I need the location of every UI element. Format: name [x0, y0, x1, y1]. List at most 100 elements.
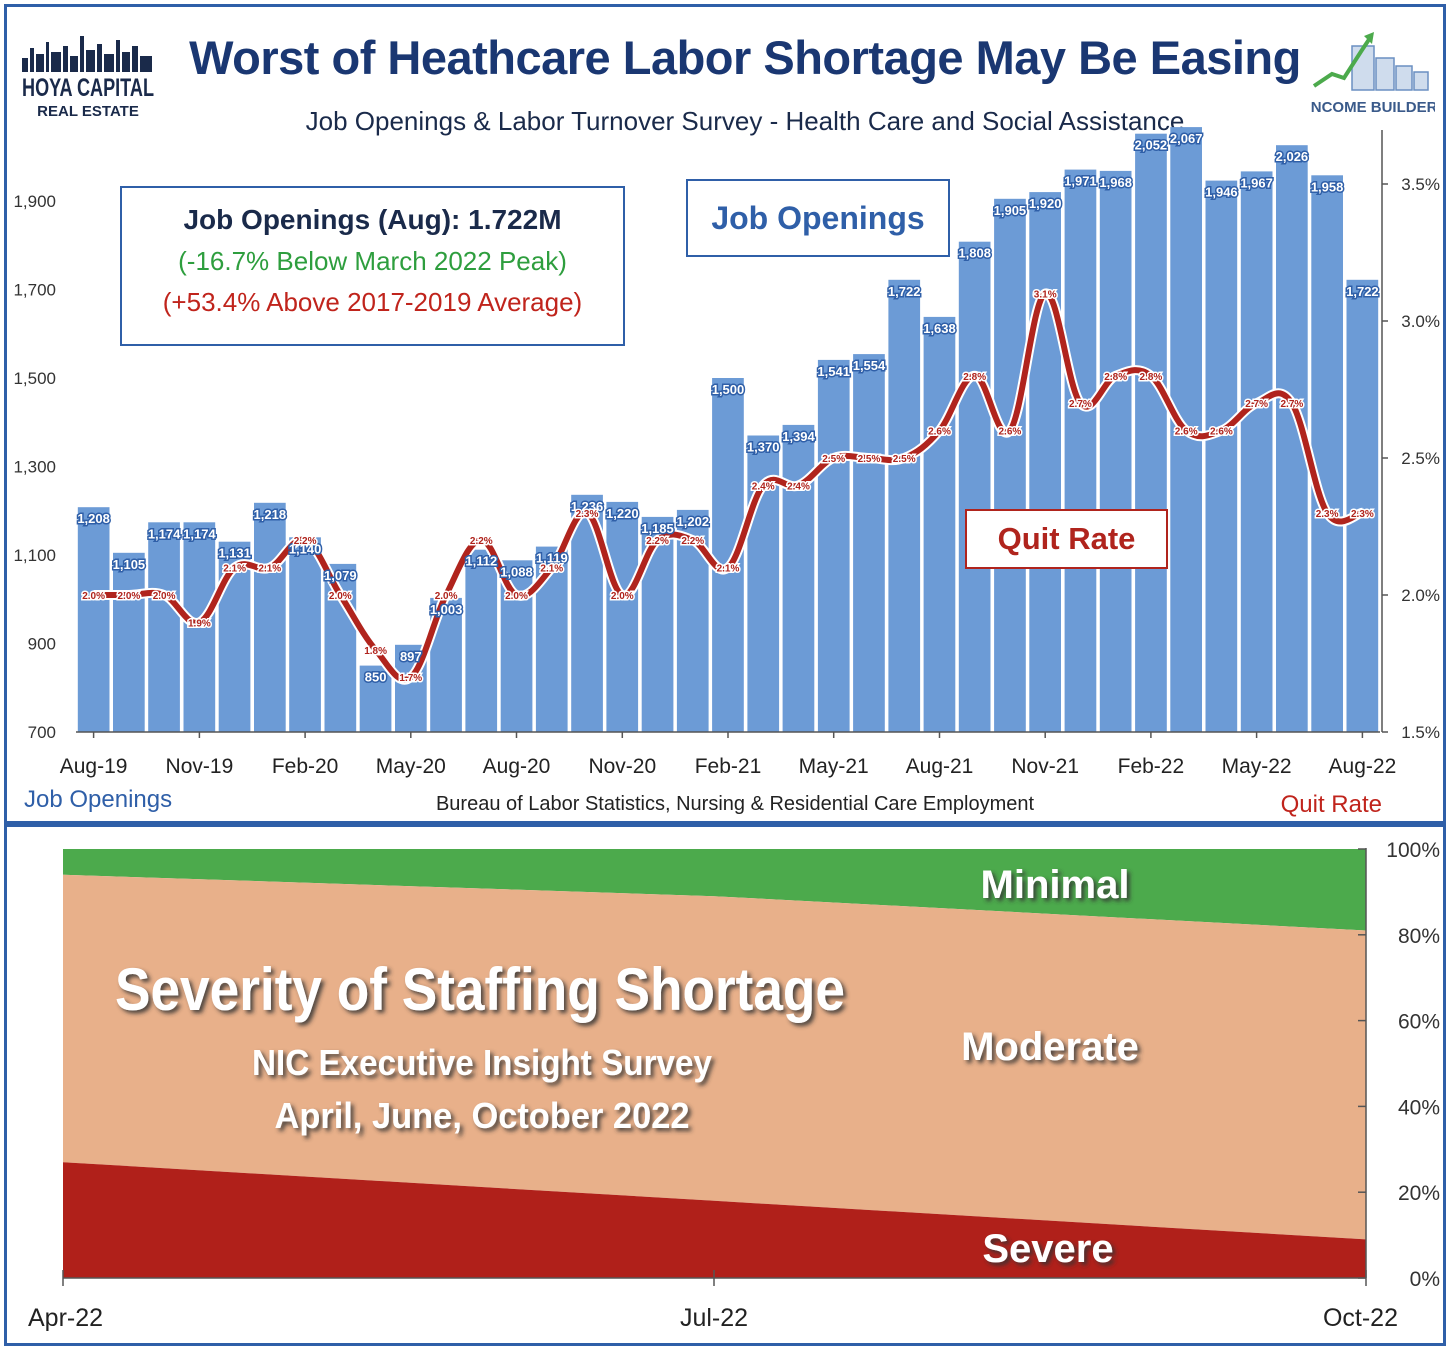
logo-right-text: INCOME BUILDER: [1310, 99, 1435, 116]
job-openings-bar: [289, 537, 321, 732]
quit-rate-data-label: 2.8%: [1104, 372, 1127, 383]
job-openings-bar: [606, 501, 639, 732]
job-openings-bar: [1029, 192, 1061, 733]
logo-left-line2: REAL ESTATE: [37, 103, 139, 120]
job-openings-data-label: 1,946: [1205, 185, 1238, 200]
job-openings-bar: [1064, 169, 1097, 733]
job-openings-bar: [888, 279, 921, 732]
area-minimal: [63, 849, 1366, 931]
quit-rate-data-label: 2.6%: [999, 427, 1022, 438]
job-openings-data-label: 1,920: [1029, 196, 1062, 211]
job-openings-data-label: 1,202: [677, 514, 710, 529]
quit-rate-data-label: 2.8%: [1140, 372, 1163, 383]
y-tick-label-left: 1,300: [13, 458, 56, 477]
job-openings-data-label: 1,218: [254, 507, 287, 522]
job-openings-data-label: 1,174: [183, 526, 216, 541]
job-openings-data-label: 2,052: [1135, 138, 1168, 153]
quit-rate-data-label: 2.6%: [1210, 427, 1233, 438]
job-openings-bar: [148, 522, 180, 732]
quit-rate-data-label: 2.2%: [646, 536, 669, 547]
x-tick-label: Feb-20: [272, 755, 339, 778]
skyline-icon: HOYA CAPITAL REAL ESTATE: [22, 36, 154, 120]
y-tick-label-left: 900: [28, 635, 56, 654]
y-tick-label-right: 3.0%: [1401, 312, 1440, 331]
y-tick-label: 40%: [1398, 1096, 1440, 1119]
area-severe: [63, 1162, 1366, 1278]
job-openings-data-label: 1,003: [430, 602, 463, 617]
stats-callout: Job Openings (Aug): 1.722M (-16.7% Below…: [120, 186, 625, 346]
quit-rate-data-label: 2.7%: [1245, 399, 1268, 410]
job-openings-data-label: 1,967: [1240, 175, 1273, 190]
job-openings-data-label: 1,140: [289, 541, 322, 556]
page-title: Worst of Heathcare Labor Shortage May Be…: [189, 31, 1301, 84]
quit-rate-data-label: 3.1%: [1034, 290, 1057, 301]
y-tick-label-right: 2.0%: [1401, 586, 1440, 605]
y-tick-label-left: 1,100: [13, 546, 56, 565]
job-openings-bar: [1311, 175, 1343, 733]
x-tick-label: May-22: [1222, 755, 1292, 778]
page-subtitle: Job Openings & Labor Turnover Survey - H…: [305, 106, 1185, 136]
job-openings-data-label: 1,722: [888, 284, 921, 299]
job-openings-data-label: 1,958: [1311, 179, 1344, 194]
quit-rate-legend: Quit Rate: [965, 509, 1168, 569]
quit-rate-data-label: 2.0%: [153, 591, 176, 602]
job-openings-data-label: 2,026: [1276, 149, 1309, 164]
x-tick-label: Feb-22: [1118, 755, 1185, 778]
quit-rate-data-label: 2.1%: [258, 564, 281, 575]
series-label-severe: Severe: [982, 1227, 1113, 1271]
quit-rate-data-label: 1.9%: [188, 618, 211, 629]
y-tick-label-right: 2.5%: [1401, 449, 1440, 468]
y-tick-label-right: 3.5%: [1401, 175, 1440, 194]
job-openings-data-label: 1,370: [747, 440, 780, 455]
job-openings-data-label: 1,174: [148, 526, 181, 541]
quit-rate-data-label: 2.5%: [858, 454, 881, 465]
job-openings-data-label: 850: [365, 670, 387, 685]
job-openings-data-label: 1,119: [536, 551, 568, 566]
left-axis-title: Job Openings: [24, 786, 172, 813]
quit-rate-data-label: 2.5%: [893, 454, 916, 465]
x-tick-label: Aug-19: [60, 755, 128, 778]
quit-rate-data-label: 2.0%: [118, 591, 141, 602]
callout-line3: (+53.4% Above 2017-2019 Average): [162, 287, 583, 317]
quit-rate-data-label: 2.6%: [1175, 427, 1198, 438]
job-openings-data-label: 1,971: [1064, 174, 1097, 189]
quit-rate-data-label: 2.5%: [822, 454, 845, 465]
x-tick-label: Nov-20: [588, 755, 656, 778]
severity-subtitle2: April, June, October 2022: [275, 1095, 690, 1136]
job-openings-legend-label: Job Openings: [711, 200, 925, 236]
bottom-panel-frame: [4, 824, 1446, 1346]
x-tick-label: Nov-19: [166, 755, 234, 778]
quit-rate-data-label: 2.3%: [1351, 509, 1374, 520]
job-openings-bar: [77, 507, 110, 732]
y-tick-label: 20%: [1398, 1182, 1440, 1205]
quit-rate-data-label: 2.3%: [1316, 509, 1339, 520]
job-openings-bar: [1346, 279, 1379, 732]
job-openings-data-label: 1,131: [218, 546, 251, 561]
job-openings-bar: [853, 354, 885, 732]
job-openings-legend: Job Openings: [686, 179, 950, 257]
right-axis-title: Quit Rate: [1281, 791, 1382, 818]
job-openings-bar: [465, 549, 498, 732]
quit-rate-data-label: 2.0%: [82, 591, 105, 602]
job-openings-data-label: 1,088: [500, 564, 533, 579]
x-tick-label: Aug-22: [1329, 755, 1397, 778]
job-openings-data-label: 1,968: [1099, 175, 1132, 190]
job-openings-data-label: 1,236: [571, 499, 604, 514]
quit-rate-data-label: 2.0%: [505, 591, 528, 602]
x-axis-source-label: Bureau of Labor Statistics, Nursing & Re…: [436, 793, 1035, 815]
quit-rate-data-label: 2.8%: [963, 372, 986, 383]
y-tick-label: 0%: [1410, 1268, 1440, 1291]
y-tick-label: 60%: [1398, 1011, 1440, 1034]
income-builder-logo: INCOME BUILDER: [1307, 28, 1438, 123]
x-tick-label: May-21: [799, 755, 869, 778]
y-tick-label: 80%: [1398, 925, 1440, 948]
callout-line1: Job Openings (Aug): 1.722M: [183, 204, 562, 235]
y-tick-label-right: 1.5%: [1401, 723, 1440, 742]
y-tick-label-left: 1,700: [13, 281, 56, 300]
quit-rate-data-label: 2.2%: [681, 536, 704, 547]
quit-rate-data-label: 2.0%: [611, 591, 634, 602]
quit-rate-data-label: 2.1%: [223, 564, 246, 575]
quit-rate-data-label: 2.0%: [435, 591, 458, 602]
